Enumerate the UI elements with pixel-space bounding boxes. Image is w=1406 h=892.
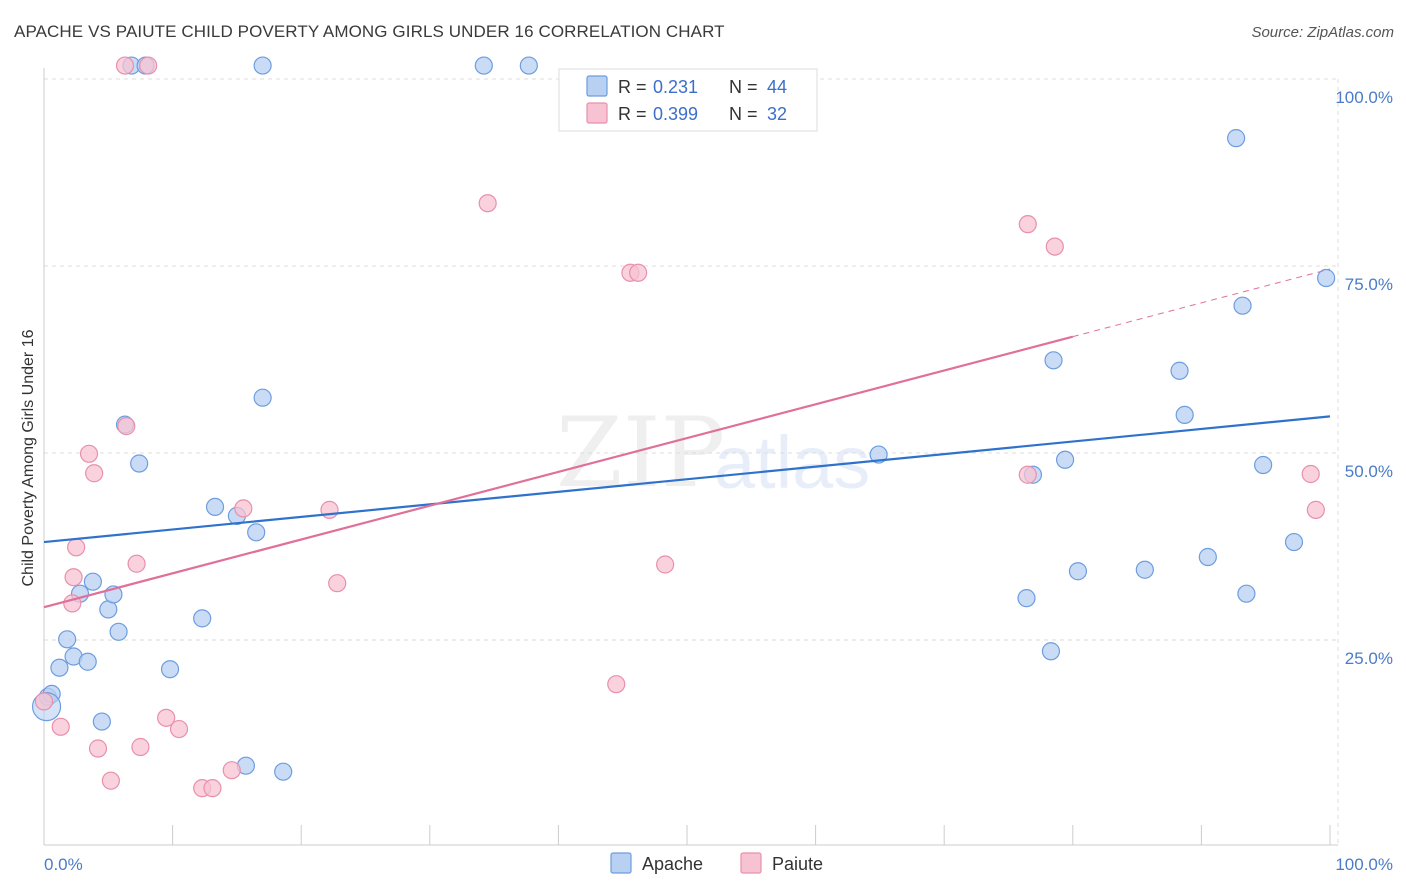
paiute-point [139, 56, 158, 75]
paiute-point [51, 717, 70, 736]
legend-apache-r-label: R = [618, 77, 647, 97]
apache-point [1135, 560, 1154, 579]
legend-paiute-r-value: 0.399 [653, 104, 698, 124]
apache-point [1044, 351, 1063, 370]
apache-point [1175, 405, 1194, 424]
legend-paiute-n-value: 32 [767, 104, 787, 124]
paiute-point [203, 779, 222, 798]
apache-point [474, 56, 493, 75]
paiute-point [656, 555, 675, 574]
chart-source: Source: ZipAtlas.com [1251, 24, 1394, 41]
paiute-point [157, 708, 176, 727]
apache-point [193, 609, 212, 628]
x-tick-label: 0.0% [44, 855, 83, 874]
bottom-legend-swatch-apache [610, 852, 632, 874]
trend-lines [43, 268, 1331, 609]
paiute-point [1018, 465, 1037, 484]
chart-title: APACHE VS PAIUTE CHILD POVERTY AMONG GIR… [14, 22, 725, 41]
apache-point [160, 660, 180, 679]
series-legend: Apache Paiute [610, 852, 823, 874]
paiute-point [328, 574, 347, 593]
correlation-legend: R = 0.231 N = 44 R = 0.399 N = 32 [558, 68, 818, 132]
apache-point [1254, 455, 1273, 475]
apache-point [78, 652, 97, 671]
paiute-point [117, 417, 136, 436]
apache-point [1170, 361, 1189, 380]
apache-point [109, 622, 128, 641]
y-tick-label: 75.0% [1345, 275, 1393, 294]
watermark-atlas: atlas [714, 421, 870, 504]
apache-point [83, 572, 102, 591]
legend-swatch-apache [586, 75, 608, 97]
paiute-point [131, 737, 150, 757]
paiute-point [101, 771, 120, 790]
paiute-trend-line [43, 335, 1074, 609]
paiute-point [34, 692, 54, 711]
paiute-point [234, 499, 253, 518]
apache-point [247, 523, 266, 542]
y-axis-label: Child Poverty Among Girls Under 16 [20, 329, 37, 586]
paiute-points [34, 56, 1325, 798]
bottom-legend-swatch-paiute [740, 852, 762, 874]
y-tick-label: 25.0% [1345, 649, 1393, 668]
paiute-point [64, 568, 83, 587]
paiute-trend-extension [1072, 268, 1331, 338]
apache-point [1068, 562, 1088, 581]
paiute-point [1306, 500, 1325, 519]
paiute-point [1301, 464, 1320, 484]
apache-point [869, 445, 888, 464]
apache-point [92, 712, 111, 731]
paiute-point [222, 761, 241, 780]
paiute-point [67, 538, 86, 557]
apache-point [1317, 268, 1336, 288]
legend-apache-n-label: N = [729, 77, 758, 97]
apache-point [253, 56, 272, 75]
y-tick-label: 50.0% [1345, 462, 1393, 481]
paiute-point [629, 263, 648, 282]
apache-point [1233, 296, 1252, 315]
apache-point [58, 630, 77, 649]
paiute-point [88, 739, 108, 758]
apache-point [1055, 450, 1075, 469]
legend-apache-n-value: 44 [767, 77, 787, 97]
paiute-point [1018, 215, 1037, 234]
paiute-point [115, 56, 135, 75]
paiute-point [478, 194, 497, 213]
apache-point [1017, 589, 1036, 608]
x-tick-label: 100.0% [1335, 855, 1393, 874]
apache-point [1041, 642, 1061, 661]
y-tick-labels: 25.0% 50.0% 75.0% 100.0% [1335, 88, 1393, 668]
apache-point [1227, 129, 1246, 148]
legend-apache-r-value: 0.231 [653, 77, 698, 97]
y-tick-label: 100.0% [1335, 88, 1393, 107]
paiute-point [169, 719, 189, 739]
apache-point [1198, 547, 1217, 567]
paiute-point [127, 554, 146, 573]
bottom-legend-apache: Apache [642, 854, 703, 874]
apache-point [50, 658, 69, 677]
paiute-point [1045, 237, 1064, 256]
apache-point [205, 497, 225, 517]
paiute-point [607, 675, 626, 694]
x-tick-labels: 0.0% 100.0% [44, 855, 1393, 874]
apache-point [519, 56, 538, 75]
paiute-point [85, 464, 104, 483]
apache-point [1284, 532, 1304, 552]
legend-swatch-paiute [586, 102, 608, 124]
paiute-point [79, 444, 99, 463]
legend-paiute-n-label: N = [729, 104, 758, 124]
apache-point [253, 388, 272, 407]
apache-trend-line [43, 415, 1331, 544]
apache-point [130, 454, 149, 473]
apache-point [274, 762, 293, 781]
apache-point [1237, 584, 1256, 603]
legend-paiute-r-label: R = [618, 104, 647, 124]
bottom-legend-paiute: Paiute [772, 854, 823, 874]
